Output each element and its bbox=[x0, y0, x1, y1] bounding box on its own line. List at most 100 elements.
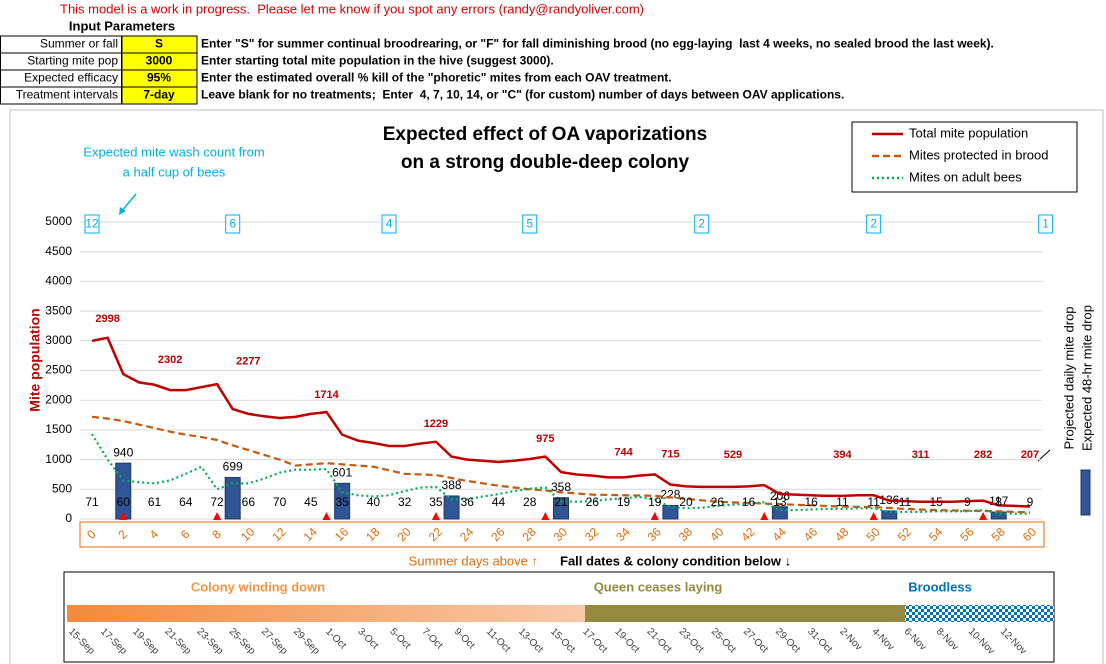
x-tick-label: 18 bbox=[363, 525, 383, 545]
total-label: 975 bbox=[536, 433, 554, 445]
wash-count: 15 bbox=[930, 495, 944, 509]
x-tick-label: 26 bbox=[488, 525, 508, 545]
series-line bbox=[91, 336, 1031, 508]
wash-count: 72 bbox=[210, 495, 224, 509]
summer-note: Summer days above ↑ bbox=[409, 553, 538, 568]
input-title: Input Parameters bbox=[69, 18, 175, 33]
input-label: Expected efficacy bbox=[24, 71, 118, 85]
treatment-marker bbox=[979, 512, 988, 520]
input-label: Summer or fall bbox=[40, 37, 118, 51]
wash-count: 40 bbox=[367, 495, 381, 509]
wash-count: 45 bbox=[304, 495, 318, 509]
input-label: Treatment intervals bbox=[16, 88, 118, 102]
x-tick-label: 48 bbox=[832, 525, 852, 545]
wash-arrowhead bbox=[119, 207, 126, 215]
wash-count: 16 bbox=[804, 495, 818, 509]
input-description: Enter the estimated overall % kill of th… bbox=[201, 71, 672, 85]
input-description: Enter "S" for summer continual broodrear… bbox=[201, 37, 994, 51]
wash-count: 9 bbox=[964, 495, 971, 509]
x-tick-label: 60 bbox=[1020, 525, 1040, 545]
phase-label: Broodless bbox=[908, 579, 972, 594]
wash-count: 35 bbox=[429, 495, 443, 509]
wash-arrow bbox=[120, 193, 137, 213]
treatment-marker bbox=[322, 512, 331, 520]
x-tick-label: 20 bbox=[394, 525, 414, 545]
treatment-marker bbox=[541, 512, 550, 520]
input-description: Leave blank for no treatments; Enter 4, … bbox=[201, 88, 844, 102]
bar-label: 601 bbox=[332, 465, 352, 479]
y-tick-label: 5000 bbox=[45, 214, 72, 228]
bar bbox=[443, 495, 460, 520]
wash-count: 13 bbox=[773, 495, 787, 509]
x-axis-box bbox=[79, 521, 1045, 548]
wash-count: 64 bbox=[179, 495, 193, 509]
treatment-marker bbox=[650, 512, 659, 520]
bar bbox=[662, 504, 679, 520]
wash-count: 32 bbox=[398, 495, 412, 509]
bar bbox=[771, 506, 788, 520]
x-tick-label: 12 bbox=[269, 525, 289, 545]
total-label: 1714 bbox=[314, 389, 339, 401]
y-tick-label: 2500 bbox=[45, 363, 72, 377]
wash-box bbox=[225, 214, 241, 234]
y2-label: Projected daily mite drop bbox=[1061, 306, 1076, 449]
wash-box-label: 2 bbox=[870, 217, 877, 231]
wash-count: 8 bbox=[995, 495, 1002, 509]
wash-count: 66 bbox=[242, 495, 256, 509]
x-tick-label: 14 bbox=[301, 525, 321, 545]
x-tick-label: 38 bbox=[676, 525, 696, 545]
x-tick-label: 42 bbox=[738, 525, 758, 545]
total-label: 282 bbox=[974, 449, 992, 461]
y-tick-label: 1000 bbox=[45, 452, 72, 466]
x-tick-label: 46 bbox=[801, 525, 821, 545]
treatment-marker bbox=[869, 512, 878, 520]
x-tick-label: 56 bbox=[957, 525, 977, 545]
total-label: 529 bbox=[724, 449, 742, 461]
wash-count: 9 bbox=[1027, 495, 1034, 509]
bar-label: 228 bbox=[660, 488, 680, 502]
x-tick-label: 22 bbox=[426, 525, 446, 545]
x-tick-label: 54 bbox=[926, 525, 946, 545]
bar bbox=[334, 482, 351, 520]
wash-count: 35 bbox=[335, 495, 349, 509]
bar-label: 388 bbox=[442, 478, 462, 492]
wash-count: 19 bbox=[648, 495, 662, 509]
x-tick-label: 6 bbox=[178, 527, 193, 542]
x-tick-label: 30 bbox=[551, 525, 571, 545]
legend-label: Total mite population bbox=[909, 125, 1028, 140]
input-label: Starting mite pop bbox=[27, 54, 118, 68]
wash-box-label: 2 bbox=[698, 217, 705, 231]
treatment-marker bbox=[431, 512, 440, 520]
treatment-marker bbox=[119, 512, 128, 520]
wash-count: 16 bbox=[742, 495, 756, 509]
wash-box-label: 5 bbox=[526, 217, 533, 231]
wash-count: 19 bbox=[617, 495, 631, 509]
bar bbox=[553, 497, 569, 520]
treatment-marker bbox=[760, 512, 769, 520]
x-tick-label: 4 bbox=[147, 527, 162, 542]
treatment-marker bbox=[213, 512, 222, 520]
wash-box-label: 6 bbox=[229, 217, 236, 231]
bar-label: 699 bbox=[223, 460, 243, 474]
y-tick-label: 0 bbox=[65, 511, 72, 525]
y-tick-label: 1500 bbox=[45, 422, 72, 436]
input-description: Enter starting total mite population in … bbox=[201, 54, 554, 68]
total-label: 1229 bbox=[424, 418, 448, 430]
total-label: 207 bbox=[1021, 449, 1039, 461]
x-tick-label: 52 bbox=[895, 525, 915, 545]
wash-count: 71 bbox=[85, 495, 99, 509]
wash-count: 11 bbox=[836, 495, 849, 509]
y-tick-label: 4000 bbox=[45, 274, 72, 288]
wash-count: 20 bbox=[679, 495, 693, 509]
input-value: 3000 bbox=[146, 54, 173, 68]
x-tick-label: 36 bbox=[645, 525, 665, 545]
chart-title: on a strong double-deep colony bbox=[401, 152, 690, 173]
wash-note: a half cup of bees bbox=[123, 164, 226, 179]
chart-frame bbox=[9, 109, 1104, 664]
wash-box bbox=[866, 214, 882, 234]
wash-count: 36 bbox=[461, 495, 475, 509]
wash-count: 21 bbox=[554, 495, 568, 509]
total-label: 2302 bbox=[158, 354, 182, 366]
